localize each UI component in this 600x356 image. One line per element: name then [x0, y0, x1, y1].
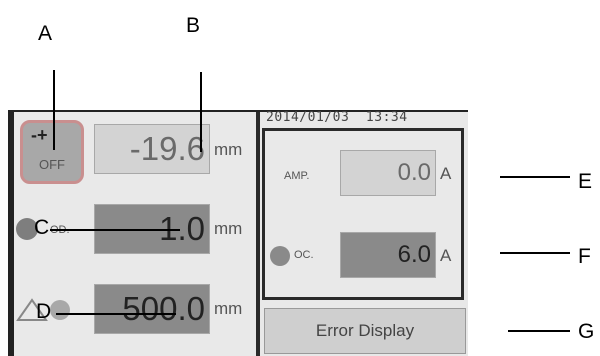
callout-b-leader [200, 72, 202, 152]
length-indicator-icon [16, 298, 80, 322]
oc-field[interactable]: 6.0 [340, 232, 436, 278]
od-indicator-icon [16, 218, 38, 240]
error-display-button[interactable]: Error Display [264, 308, 466, 354]
callout-a-leader [53, 70, 55, 150]
datetime-display: 2014/01/03 13:34 [266, 110, 408, 125]
callout-c-leader [50, 229, 180, 231]
length-unit: mm [214, 299, 243, 318]
callout-a: A [38, 22, 53, 45]
od-unit: mm [214, 219, 243, 238]
panel-divider [256, 112, 260, 356]
callout-g-leader [508, 330, 570, 332]
oc-label: OC. [294, 249, 314, 261]
length-field[interactable]: 500.0 [94, 284, 210, 334]
amp-label: AMP. [284, 170, 310, 182]
position-field[interactable]: -19.6 [94, 124, 210, 174]
plus-minus-icon: -+ [31, 125, 48, 145]
callout-c: C [34, 216, 50, 239]
oc-value: 6.0 [397, 241, 431, 268]
callout-d: D [36, 300, 52, 323]
length-value: 500.0 [122, 290, 205, 327]
oc-indicator-icon [270, 246, 290, 266]
amp-field[interactable]: 0.0 [340, 150, 436, 196]
position-unit: mm [214, 140, 243, 159]
amp-unit: A [440, 164, 452, 183]
off-label: OFF [39, 157, 65, 172]
callout-f-leader [500, 252, 570, 254]
position-value: -19.6 [129, 130, 205, 167]
od-value: 1.0 [159, 210, 205, 247]
callout-b: B [186, 14, 201, 37]
callout-e: E [578, 170, 593, 193]
callout-g: G [578, 320, 595, 343]
callout-e-leader [500, 176, 570, 178]
amp-value: 0.0 [397, 159, 431, 186]
off-toggle-button[interactable]: -+ OFF [20, 120, 84, 184]
callout-f: F [578, 245, 591, 268]
error-display-label: Error Display [315, 321, 415, 340]
oc-unit: A [440, 246, 452, 265]
callout-d-leader [56, 313, 176, 315]
